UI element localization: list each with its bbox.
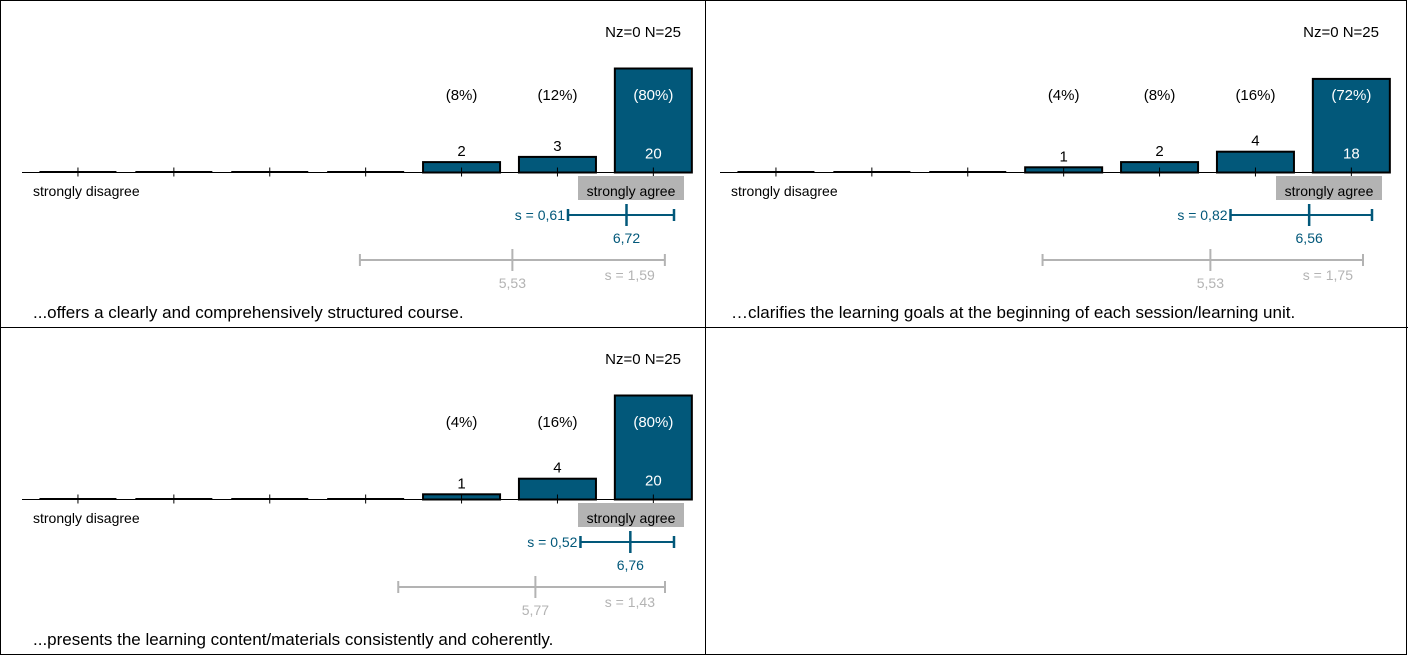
bar-count-label: 20: [645, 473, 662, 490]
bar-count-label: 4: [1251, 133, 1259, 150]
bar-count-label: 18: [1343, 146, 1360, 163]
bar-percent-label: (8%): [446, 87, 478, 104]
bar-percent-label: (16%): [1235, 87, 1275, 104]
bar-7: [613, 394, 693, 501]
bar-percent-label: (80%): [633, 414, 673, 431]
bar-percent-label: (8%): [1144, 87, 1176, 104]
counts-label: Nz=0 N=25: [605, 351, 681, 368]
mean-label: 6,76: [617, 557, 644, 573]
sd-label: s = 0,61: [515, 207, 565, 223]
bar-count-label: 4: [553, 460, 561, 477]
bar-7: [1311, 77, 1391, 174]
bar-count-label: 20: [645, 146, 662, 163]
scale-right-label-box: [578, 176, 684, 200]
comparison-sd-label: s = 1,59: [605, 267, 655, 283]
bar-percent-label: (4%): [1048, 87, 1080, 104]
comparison-mean-label: 5,53: [1197, 275, 1224, 291]
bar-percent-label: (4%): [446, 414, 478, 431]
scale-right-label-box: [1276, 176, 1382, 200]
comparison-mean-label: 5,53: [499, 275, 526, 291]
scale-right-label: strongly agree: [1285, 183, 1374, 199]
bar-count-label: 1: [457, 475, 465, 492]
chart-panel-1: Nz=0 N=25 2 (8%) 3 (12%) 20 (80%) strongly disa…: [22, 24, 693, 322]
mean-label: 6,56: [1296, 230, 1323, 246]
chart-panel-2: Nz=0 N=25 1 (4%) 2 (8%) 4 (16%) 18 (72%) strongly…: [720, 24, 1391, 322]
sd-label: s = 0,52: [527, 534, 577, 550]
bar-count-label: 1: [1059, 148, 1067, 165]
bar-count-label: 2: [457, 143, 465, 160]
scale-left-label: strongly disagree: [731, 183, 838, 199]
mean-label: 6,72: [613, 230, 640, 246]
chart-panels: Nz=0 N=25 2 (8%) 3 (12%) 20 (80%) strongly disa…: [22, 24, 1391, 649]
item-statement: …clarifies the learning goals at the beg…: [731, 303, 1295, 322]
bar-percent-label: (72%): [1331, 87, 1371, 104]
scale-right-label-box: [578, 503, 684, 527]
scale-right-label: strongly agree: [587, 510, 676, 526]
comparison-sd-label: s = 1,75: [1303, 267, 1353, 283]
bar-count-label: 2: [1155, 143, 1163, 160]
scale-right-label: strongly agree: [587, 183, 676, 199]
scale-left-label: strongly disagree: [33, 510, 140, 526]
bar-percent-label: (12%): [537, 87, 577, 104]
sd-label: s = 0,82: [1177, 207, 1227, 223]
comparison-sd-label: s = 1,43: [605, 594, 655, 610]
bar-percent-label: (16%): [537, 414, 577, 431]
comparison-mean-label: 5,77: [522, 602, 549, 618]
counts-label: Nz=0 N=25: [1303, 24, 1379, 41]
counts-label: Nz=0 N=25: [605, 24, 681, 41]
bar-7: [613, 67, 693, 174]
item-statement: ...presents the learning content/materia…: [33, 630, 553, 649]
item-statement: ...offers a clearly and comprehensively …: [33, 303, 464, 322]
chart-panel-3: Nz=0 N=25 1 (4%) 4 (16%) 20 (80%) strongly disa…: [22, 351, 693, 649]
bar-percent-label: (80%): [633, 87, 673, 104]
scale-left-label: strongly disagree: [33, 183, 140, 199]
bar-count-label: 3: [553, 138, 561, 155]
